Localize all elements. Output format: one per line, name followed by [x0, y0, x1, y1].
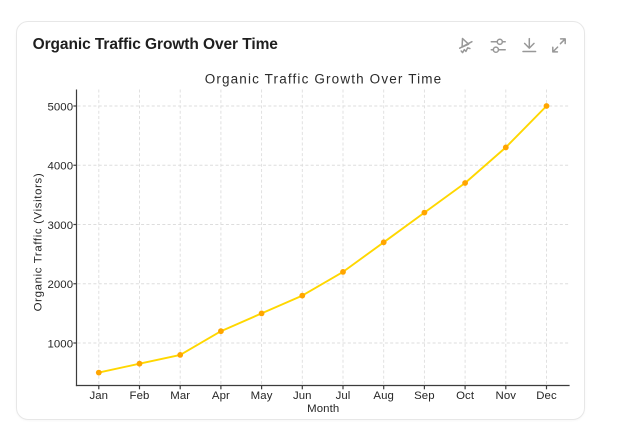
svg-text:Apr: Apr — [212, 390, 230, 402]
svg-text:Jan: Jan — [89, 390, 108, 402]
svg-text:Feb: Feb — [130, 390, 150, 402]
svg-text:Jul: Jul — [336, 390, 351, 402]
svg-text:Sep: Sep — [414, 390, 435, 402]
svg-text:Organic Traffic Growth Over Ti: Organic Traffic Growth Over Time — [33, 36, 279, 53]
svg-text:Nov: Nov — [496, 390, 517, 402]
svg-text:Mar: Mar — [170, 390, 190, 402]
svg-text:5000: 5000 — [47, 101, 73, 113]
svg-text:Oct: Oct — [456, 390, 475, 402]
svg-text:Organic Traffic (Visitors): Organic Traffic (Visitors) — [33, 173, 45, 312]
svg-text:Aug: Aug — [373, 390, 394, 402]
svg-text:3000: 3000 — [47, 220, 73, 232]
svg-text:4000: 4000 — [47, 161, 73, 173]
svg-text:Dec: Dec — [536, 390, 557, 402]
svg-text:Organic Traffic Growth Over Ti: Organic Traffic Growth Over Time — [205, 71, 443, 86]
svg-text:May: May — [251, 390, 273, 402]
svg-text:1000: 1000 — [47, 338, 73, 350]
svg-text:Month: Month — [307, 403, 339, 415]
svg-text:2000: 2000 — [47, 279, 73, 291]
svg-text:Jun: Jun — [293, 390, 312, 402]
